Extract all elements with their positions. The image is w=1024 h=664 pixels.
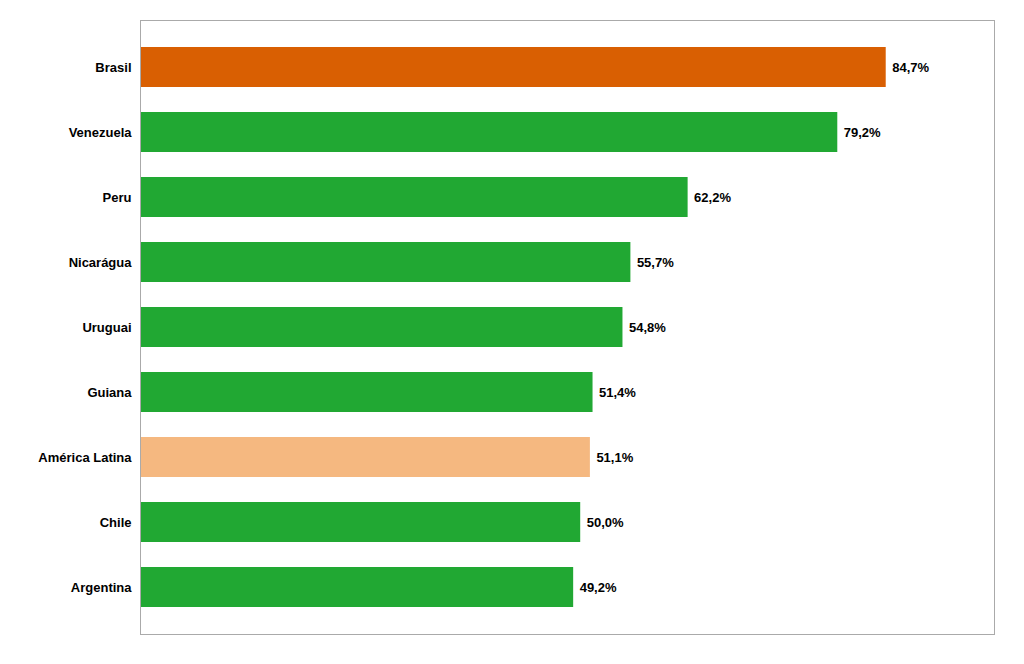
svg-text:62,2%: 62,2%	[694, 190, 731, 205]
svg-text:54,8%: 54,8%	[629, 320, 666, 335]
svg-text:50,0%: 50,0%	[587, 515, 624, 530]
svg-text:Argentina: Argentina	[71, 580, 132, 595]
svg-text:49,2%: 49,2%	[580, 580, 617, 595]
svg-text:51,1%: 51,1%	[596, 450, 633, 465]
svg-text:Guiana: Guiana	[87, 385, 132, 400]
svg-text:Chile: Chile	[100, 515, 132, 530]
svg-text:84,7%: 84,7%	[892, 60, 929, 75]
svg-text:Peru: Peru	[103, 190, 132, 205]
svg-text:Uruguai: Uruguai	[82, 320, 131, 335]
svg-text:Venezuela: Venezuela	[69, 125, 133, 140]
svg-text:América Latina: América Latina	[38, 450, 132, 465]
svg-text:Brasil: Brasil	[95, 60, 131, 75]
svg-text:51,4%: 51,4%	[599, 385, 636, 400]
svg-text:Nicarágua: Nicarágua	[69, 255, 133, 270]
svg-text:55,7%: 55,7%	[637, 255, 674, 270]
svg-text:79,2%: 79,2%	[844, 125, 881, 140]
